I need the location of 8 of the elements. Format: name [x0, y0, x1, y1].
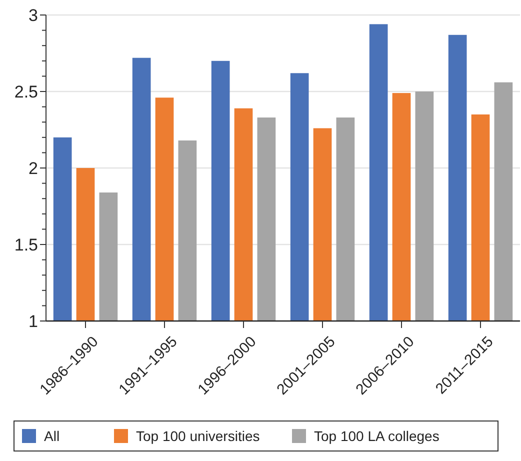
y-tick-label: 1	[28, 312, 38, 331]
legend-label: Top 100 universities	[136, 428, 260, 444]
legend-label: Top 100 LA colleges	[314, 428, 440, 444]
legend-label: All	[44, 428, 60, 444]
y-tick-label: 1.5	[14, 235, 38, 254]
y-tick-label: 2.5	[14, 82, 38, 102]
y-tick-label: 2	[28, 158, 38, 178]
y-tick-label: 3	[28, 6, 38, 25]
